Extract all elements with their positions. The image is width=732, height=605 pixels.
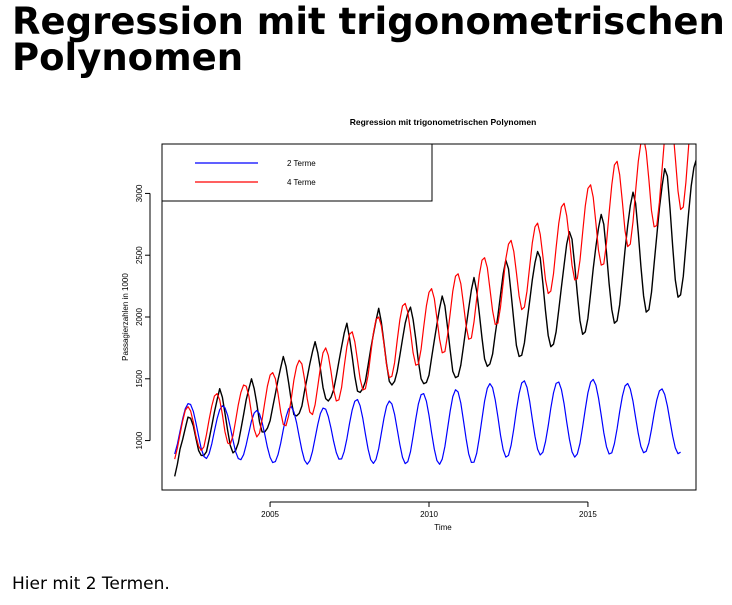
legend-label-4-terme: 4 Terme (287, 178, 316, 187)
y-axis: 1000 1500 2000 2500 3000 (135, 184, 151, 449)
legend: 2 Terme 4 Terme (161, 143, 433, 202)
series-line-4-terme (174, 144, 690, 460)
regression-figure: Regression mit trigonometrischen Polynom… (110, 110, 722, 550)
legend-box (161, 143, 433, 202)
y-tick-label: 2000 (135, 308, 144, 326)
slide-title: Regression mit trigonometrischen Polynom… (12, 0, 725, 79)
x-tick-label: 2015 (579, 510, 597, 519)
x-axis-label: Time (434, 523, 452, 532)
series-line-2-terme (174, 378, 681, 465)
legend-label-2-terme: 2 Terme (287, 159, 316, 168)
y-tick-label: 1500 (135, 369, 144, 387)
chart-svg: Regression mit trigonometrischen Polynom… (121, 117, 697, 532)
y-tick-label: 3000 (135, 184, 144, 202)
series-line-observed (174, 158, 696, 477)
y-tick-label: 2500 (135, 246, 144, 264)
y-tick-label: 1000 (135, 431, 144, 449)
slide-title-line-1: Regression mit trigonometrischen (12, 0, 725, 43)
x-tick-label: 2005 (261, 510, 279, 519)
y-axis-label: Passagierzahlen in 1000 (121, 273, 130, 361)
slide-title-line-2: Polynomen (12, 36, 244, 79)
plot-area (174, 144, 696, 477)
x-tick-label: 2010 (420, 510, 438, 519)
x-axis: 2005 2010 2015 (261, 501, 597, 519)
chart-title: Regression mit trigonometrischen Polynom… (350, 117, 537, 127)
caption: Hier mit 2 Termen. (12, 574, 170, 594)
